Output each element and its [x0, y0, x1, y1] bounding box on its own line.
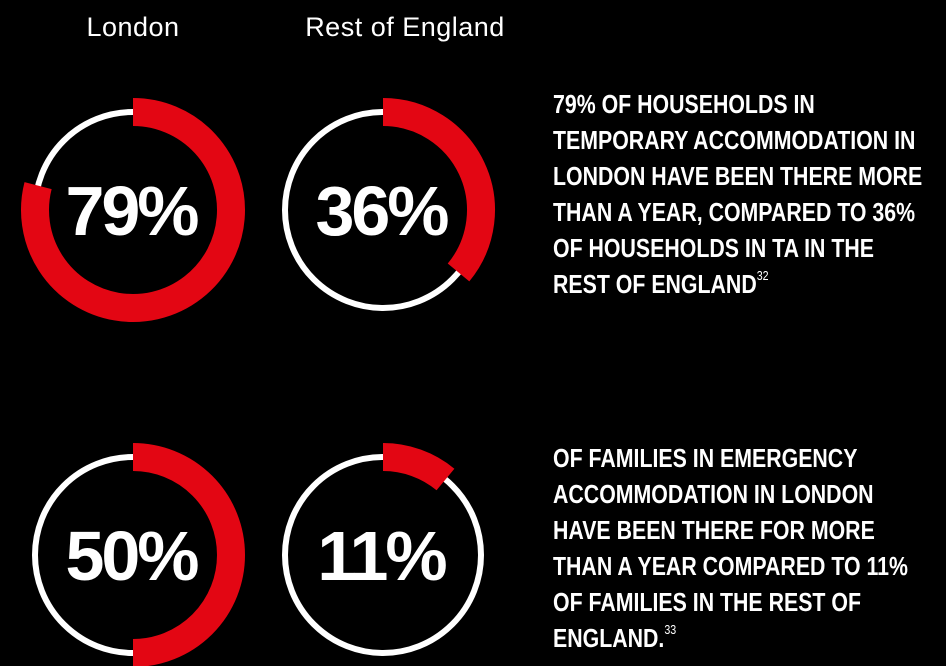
column-label: London	[86, 12, 180, 42]
footnote-ref: 32	[756, 268, 769, 283]
column-label: Rest of England	[305, 12, 505, 42]
donut-segment	[21, 98, 245, 322]
donut-segment	[382, 98, 495, 282]
value-label: 36%	[315, 172, 448, 250]
value-label: 79%	[65, 172, 198, 250]
value-label: 50%	[65, 517, 198, 595]
footnote-ref: 33	[664, 622, 677, 637]
donut-segment	[382, 443, 455, 491]
value-label: 11%	[317, 517, 446, 595]
donut-segment	[132, 443, 245, 666]
statement: OF FAMILIES IN EMERGENCY ACCOMMODATION I…	[553, 440, 932, 656]
statement: 79% OF HOUSEHOLDS IN TEMPORARY ACCOMMODA…	[553, 86, 932, 302]
statement-text: 79% OF HOUSEHOLDS IN TEMPORARY ACCOMMODA…	[553, 89, 923, 299]
statement-text: OF FAMILIES IN EMERGENCY ACCOMMODATION I…	[553, 443, 909, 653]
